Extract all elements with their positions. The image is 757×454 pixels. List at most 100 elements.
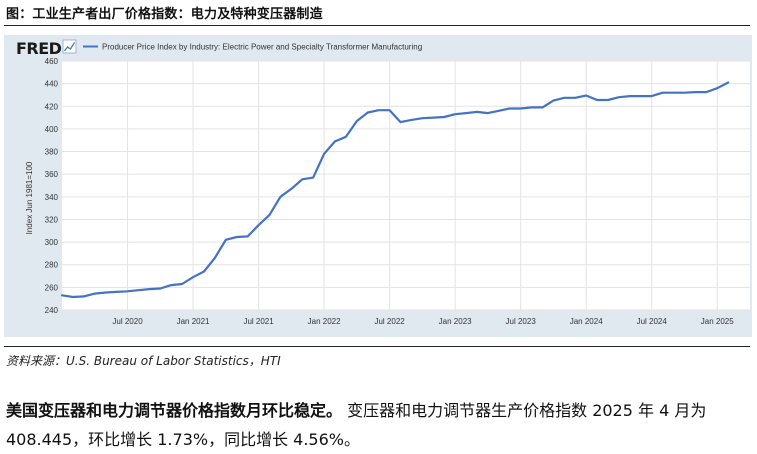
- data-point: [443, 116, 445, 118]
- data-point: [258, 224, 260, 226]
- data-point: [629, 95, 631, 97]
- data-point: [323, 153, 325, 155]
- series-group: [60, 81, 730, 299]
- data-point: [465, 112, 467, 114]
- x-tick-label: Jul 2020: [112, 317, 143, 326]
- data-point: [487, 112, 489, 114]
- data-point: [61, 294, 63, 296]
- data-point: [94, 293, 96, 295]
- data-point: [673, 92, 675, 94]
- y-tick-label: 320: [45, 215, 59, 224]
- figure-title: 图：工业生产者出厂价格指数：电力及特种变压器制造: [6, 7, 323, 22]
- data-point: [432, 117, 434, 119]
- data-point: [279, 196, 281, 198]
- x-tick-label: Jan 2022: [308, 317, 341, 326]
- data-point: [105, 291, 107, 294]
- data-point: [410, 119, 413, 121]
- data-point: [181, 283, 183, 285]
- data-point: [126, 290, 129, 292]
- data-point: [399, 121, 402, 123]
- data-point: [290, 188, 292, 190]
- data-point: [159, 287, 161, 290]
- data-point: [421, 117, 423, 119]
- fred-logo: FRED: [16, 39, 77, 58]
- x-axis-ticks: Jul 2020 Jan 2021 Jul 2021 Jan 2022 Jul 2022…: [112, 317, 734, 326]
- y-tick-label: 360: [45, 170, 59, 179]
- data-point: [563, 97, 565, 99]
- data-point: [268, 214, 271, 216]
- data-point: [378, 109, 380, 111]
- data-point: [727, 81, 729, 84]
- x-tick-label: Jan 2025: [701, 317, 734, 326]
- data-point: [705, 91, 707, 93]
- data-point: [148, 288, 150, 290]
- data-point: [607, 99, 609, 101]
- y-tick-label: 440: [45, 80, 59, 89]
- data-point: [574, 97, 576, 99]
- x-tick-label: Jul 2021: [243, 317, 274, 326]
- source-note: 资料来源：U.S. Bureau of Labor Statistics，HTI: [6, 354, 281, 368]
- data-point: [596, 99, 598, 101]
- data-point: [651, 95, 653, 97]
- chart-legend: Producer Price Index by Industry: Electr…: [83, 43, 422, 52]
- chart-panel: FRED Producer Price Index by Industry: E…: [4, 35, 752, 337]
- y-axis-ticks: 240 260 280 300 320 340 360 380 400 420 440 460: [45, 57, 59, 315]
- data-point: [225, 239, 227, 241]
- data-point: [476, 111, 478, 113]
- data-point: [498, 110, 500, 112]
- data-point: [662, 92, 664, 94]
- y-tick-label: 340: [45, 193, 59, 202]
- x-tick-label: Jan 2024: [570, 317, 603, 326]
- data-point: [214, 257, 216, 259]
- y-tick-label: 380: [45, 148, 59, 157]
- data-point: [585, 94, 587, 97]
- data-point: [509, 107, 511, 110]
- line-chart: FRED Producer Price Index by Industry: E…: [16, 39, 750, 326]
- data-point: [236, 236, 238, 238]
- top-rule: [4, 25, 750, 26]
- chart-line-icon: [62, 39, 77, 54]
- data-point: [137, 289, 139, 291]
- data-point: [683, 92, 686, 94]
- data-point: [203, 270, 205, 273]
- series-line: [60, 81, 730, 299]
- data-point: [640, 95, 642, 97]
- summary-lead: 美国变压器和电力调节器价格指数月环比稳定。: [6, 401, 343, 420]
- data-point: [367, 111, 369, 114]
- y-tick-label: 260: [45, 283, 59, 292]
- data-point: [541, 106, 544, 108]
- data-point: [618, 96, 620, 98]
- data-point: [247, 235, 249, 237]
- data-point: [356, 120, 358, 122]
- data-point: [116, 291, 118, 293]
- fred-logo-text: FRED: [16, 39, 62, 58]
- y-tick-label: 420: [45, 102, 59, 111]
- data-point: [716, 87, 718, 89]
- data-point: [694, 91, 697, 93]
- data-point: [312, 177, 314, 179]
- data-point: [454, 113, 456, 115]
- x-tick-label: Jan 2021: [177, 317, 210, 326]
- y-axis-label: Index Jun 1981=100: [25, 161, 34, 234]
- plot-area: [62, 61, 750, 310]
- x-tick-label: Jul 2024: [637, 317, 668, 326]
- data-point: [83, 295, 85, 297]
- data-point: [345, 136, 347, 138]
- x-tick-label: Jan 2023: [439, 317, 472, 326]
- x-tick-label: Jul 2023: [506, 317, 537, 326]
- y-tick-label: 240: [45, 306, 59, 315]
- legend-label: Producer Price Index by Industry: Electr…: [102, 43, 422, 52]
- data-point: [72, 296, 74, 298]
- data-point: [192, 276, 194, 278]
- data-point: [301, 178, 303, 180]
- data-point: [334, 140, 336, 142]
- y-tick-label: 300: [45, 238, 59, 247]
- data-point: [170, 284, 172, 286]
- y-tick-label: 460: [45, 57, 59, 66]
- summary-paragraph: 美国变压器和电力调节器价格指数月环比稳定。 变压器和电力调节器生产价格指数 20…: [6, 396, 754, 454]
- y-tick-label: 280: [45, 261, 59, 270]
- y-tick-label: 400: [45, 125, 59, 134]
- data-point: [389, 109, 391, 111]
- gridlines: [62, 60, 750, 311]
- data-point: [531, 106, 533, 108]
